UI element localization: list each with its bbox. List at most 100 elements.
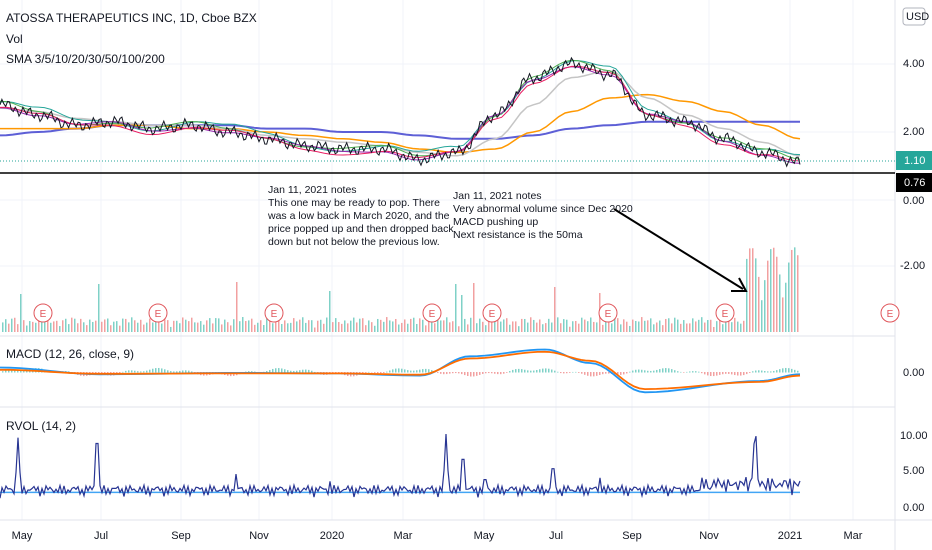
volume-bars xyxy=(2,247,799,332)
macd-histogram-bar xyxy=(284,369,286,373)
macd-label[interactable]: MACD (12, 26, close, 9) xyxy=(6,347,134,361)
macd-histogram-bar xyxy=(731,372,733,375)
macd-histogram-bar xyxy=(497,372,499,375)
volume-bar xyxy=(611,323,613,332)
sma-label[interactable]: SMA 3/5/10/20/30/50/100/200 xyxy=(6,52,165,66)
annotation-arrow[interactable] xyxy=(613,208,748,292)
volume-bar xyxy=(368,320,370,332)
time-axis[interactable]: May Jul Sep Nov 2020 Mar May Jul Sep Nov 2021 Mar xyxy=(12,530,863,542)
volume-bar xyxy=(101,321,103,332)
volume-bar xyxy=(311,320,313,332)
macd-histogram-bar xyxy=(503,372,505,374)
volume-bar xyxy=(617,318,619,332)
macd-histogram-bar xyxy=(704,372,706,375)
volume-bar xyxy=(320,319,322,332)
macd-histogram-bar xyxy=(593,372,595,377)
macd-histogram-bar xyxy=(500,372,502,375)
volume-bar xyxy=(161,323,163,332)
volume-bar xyxy=(323,323,325,332)
macd-histogram-bar xyxy=(758,370,760,373)
macd-histogram-bar xyxy=(23,370,25,373)
volume-bar xyxy=(242,317,244,332)
volume-bar xyxy=(233,319,235,332)
macd-histogram-bar xyxy=(677,371,679,373)
volume-bar xyxy=(215,318,217,332)
volume-bar xyxy=(653,324,655,332)
volume-bar xyxy=(587,321,589,332)
volume-bar xyxy=(638,321,640,332)
macd-histogram-bar xyxy=(308,369,310,373)
time-label-7: Jul xyxy=(549,530,563,542)
macd-histogram-bar xyxy=(383,372,385,373)
volume-bar xyxy=(290,322,292,332)
macd-histogram-bar xyxy=(563,372,565,374)
volume-bar xyxy=(59,326,61,332)
volume-bar xyxy=(764,280,766,332)
macd-histogram-bar xyxy=(425,368,427,373)
volume-label[interactable]: Vol xyxy=(6,32,23,46)
macd-histogram-bar xyxy=(137,371,139,373)
note-1-line-4: price popped up and then dropped back xyxy=(268,223,454,235)
macd-histogram-bar xyxy=(527,370,529,373)
macd-histogram-bar xyxy=(533,370,535,373)
macd-histogram-bar xyxy=(395,368,397,373)
rvol-label[interactable]: RVOL (14, 2) xyxy=(6,419,76,433)
macd-histogram-bar xyxy=(623,372,625,375)
volume-bar xyxy=(206,320,208,332)
macd-histogram-bar xyxy=(467,372,469,376)
macd-histogram-bar xyxy=(362,372,364,374)
macd-histogram-bar xyxy=(410,370,412,373)
macd-histogram-bar xyxy=(722,372,724,375)
macd-histogram-bar xyxy=(191,371,193,373)
macd-histogram-bar xyxy=(182,370,184,373)
earnings-marker-2 xyxy=(264,303,284,323)
volume-bar xyxy=(776,256,778,332)
macd-histogram-bar xyxy=(26,370,28,373)
macd-histogram-bar xyxy=(710,372,712,377)
macd-histogram-bar xyxy=(674,370,676,373)
currency-badge[interactable] xyxy=(902,7,926,26)
volume-bar xyxy=(119,325,121,332)
macd-histogram-bar xyxy=(695,371,697,373)
series-signal xyxy=(0,350,801,391)
macd-histogram-bar xyxy=(266,371,268,373)
volume-bar xyxy=(485,325,487,332)
macd-histogram-bar xyxy=(767,371,769,373)
macd-histogram-bar xyxy=(650,370,652,373)
time-label-4: 2020 xyxy=(320,530,344,542)
volume-bar xyxy=(686,323,688,332)
chart-title[interactable]: ATOSSA THERAPEUTICS INC, 1D, Cboe BZX xyxy=(6,11,257,25)
volume-bar xyxy=(545,323,547,332)
volume-bar xyxy=(350,320,352,332)
macd-histogram-bar xyxy=(647,370,649,373)
volume-bar xyxy=(542,324,544,332)
volume-bar xyxy=(287,323,289,332)
macd-histogram-bar xyxy=(8,369,10,373)
volume-bar xyxy=(695,321,697,332)
macd-histogram-bar xyxy=(176,371,178,373)
macd-histogram-bar xyxy=(701,372,703,374)
volume-bar xyxy=(533,319,535,332)
volume-bar xyxy=(425,325,427,332)
macd-histogram-bar xyxy=(389,370,391,373)
volume-bar xyxy=(428,321,430,332)
volume-bar xyxy=(164,319,166,332)
macd-histogram-bar xyxy=(707,372,709,376)
macd-histogram-bar xyxy=(464,372,466,376)
volume-bar xyxy=(176,320,178,332)
annotation-note-1[interactable]: Jan 11, 2021 notes This one may be ready… xyxy=(267,184,454,248)
macd-histogram-bar xyxy=(560,372,562,374)
volume-bar xyxy=(701,317,703,332)
macd-histogram-bar xyxy=(638,369,640,373)
volume-bar xyxy=(158,317,160,332)
earnings-marker-0 xyxy=(33,303,53,323)
macd-histogram-bar xyxy=(185,370,187,373)
volume-bar xyxy=(635,320,637,332)
volume-bar xyxy=(2,322,4,332)
volume-bar xyxy=(437,317,439,332)
volume-bar xyxy=(185,319,187,332)
time-label-6: May xyxy=(474,530,495,542)
volume-bar xyxy=(392,321,394,332)
macd-histogram-bar xyxy=(605,372,607,374)
annotation-note-2[interactable]: Jan 11, 2021 notes Very abnormal volume … xyxy=(453,190,633,241)
